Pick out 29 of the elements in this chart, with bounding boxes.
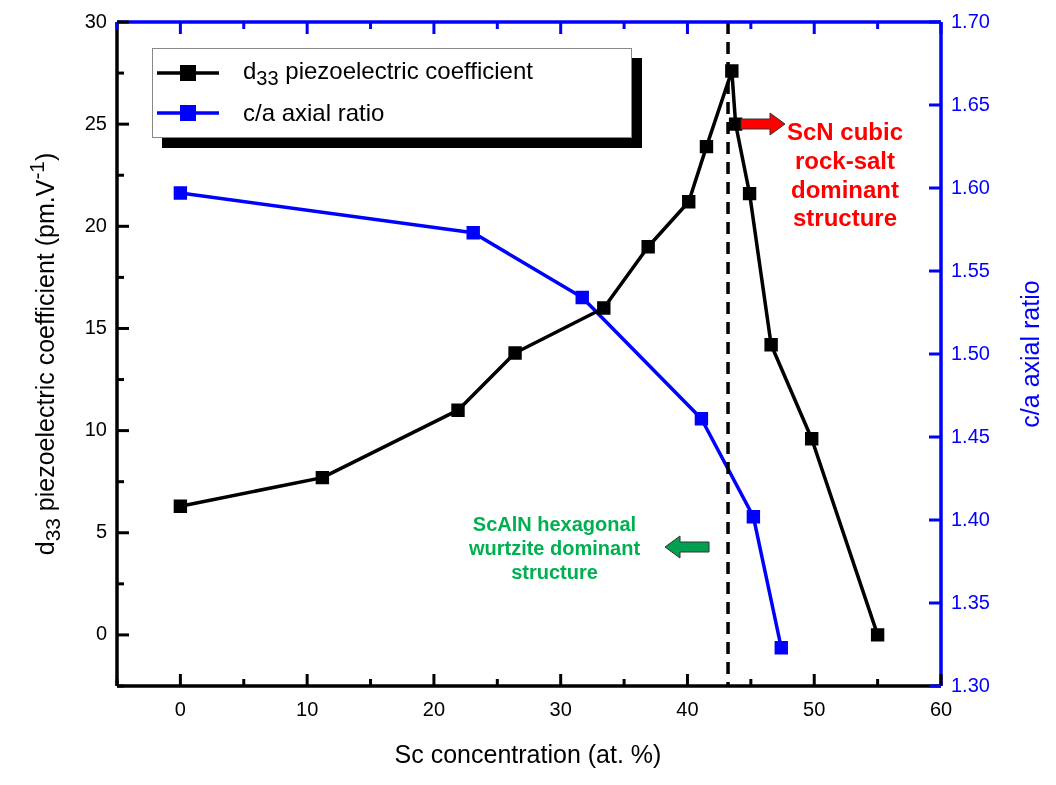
y2-tick-label: 1.40 bbox=[951, 507, 990, 530]
y2-tick-label: 1.55 bbox=[951, 258, 990, 281]
y-tick-label: 15 bbox=[84, 315, 107, 338]
x-tick-label: 40 bbox=[676, 697, 699, 720]
y2-tick-label: 1.35 bbox=[951, 590, 990, 613]
y-tick-label: 25 bbox=[84, 111, 107, 134]
x-tick-label: 10 bbox=[296, 697, 319, 720]
x-tick-label: 50 bbox=[803, 697, 826, 720]
y-tick-label: 10 bbox=[84, 418, 107, 441]
y-tick-label: 5 bbox=[95, 520, 107, 543]
y-tick-label: 30 bbox=[84, 9, 107, 32]
legend-label: c/a axial ratio bbox=[243, 99, 385, 127]
y2-tick-label: 1.60 bbox=[951, 175, 990, 198]
y2-axis-title: c/a axial ratio bbox=[1015, 280, 1045, 428]
y2-tick-label: 1.70 bbox=[951, 9, 990, 32]
y-tick-label: 0 bbox=[95, 622, 107, 645]
y2-tick-label: 1.50 bbox=[951, 341, 990, 364]
y2-tick-label: 1.30 bbox=[951, 673, 990, 696]
x-tick-label: 0 bbox=[174, 697, 186, 720]
x-tick-label: 30 bbox=[549, 697, 572, 720]
y2-tick-label: 1.45 bbox=[951, 424, 990, 447]
annotation: ScN cubic rock-salt dominant structure bbox=[785, 118, 904, 234]
y-tick-label: 20 bbox=[84, 213, 107, 236]
x-tick-label: 20 bbox=[422, 697, 446, 720]
x-tick-label: 60 bbox=[929, 697, 953, 720]
x-axis-title: Sc concentration (at. %) bbox=[393, 740, 663, 769]
annotation: ScAlN hexagonal wurtzite dominant structure bbox=[467, 512, 642, 584]
y2-tick-label: 1.65 bbox=[951, 92, 990, 115]
legend-label: d$_{33}$ piezoelectric coefficient bbox=[243, 56, 533, 90]
